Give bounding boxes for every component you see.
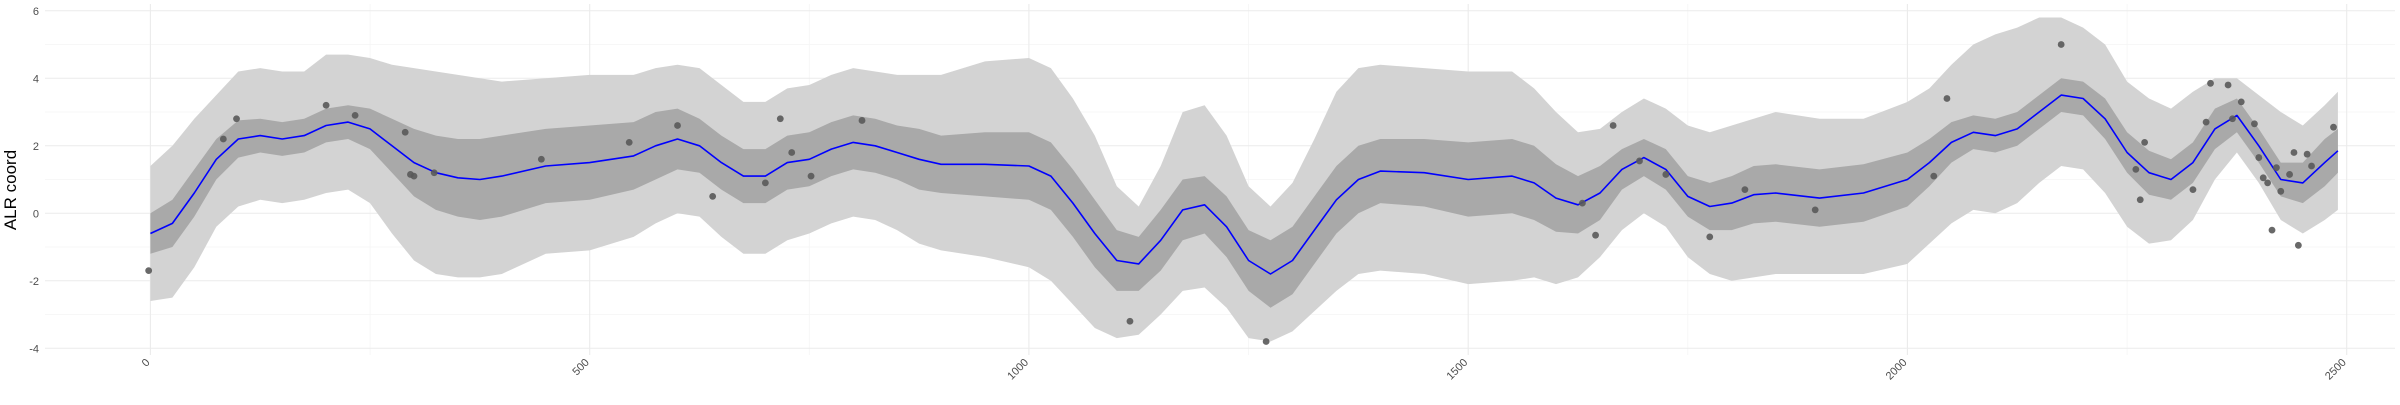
data-point — [2251, 120, 2258, 128]
data-point — [625, 138, 633, 146]
data-point — [2290, 149, 2298, 156]
data-point — [410, 172, 418, 180]
data-point — [2224, 81, 2232, 89]
data-point — [674, 122, 681, 129]
data-point — [858, 117, 866, 124]
data-point — [1943, 95, 1951, 102]
data-point — [2273, 164, 2280, 172]
data-point — [1126, 317, 1134, 325]
data-point — [1592, 231, 1599, 239]
data-point — [2286, 171, 2293, 178]
data-point — [2237, 98, 2245, 106]
y-tick-label: -2 — [29, 276, 39, 288]
data-point — [788, 149, 796, 156]
y-tick-label: 4 — [33, 73, 39, 85]
line-layer — [150, 94, 2339, 275]
data-point — [219, 135, 227, 143]
data-point — [2268, 226, 2276, 234]
data-point — [2264, 179, 2272, 187]
x-tick-label: 2000 — [1884, 357, 1910, 383]
data-point — [2141, 138, 2149, 146]
data-point — [2330, 123, 2337, 131]
data-point — [709, 192, 717, 200]
x-tick-label: 1500 — [1445, 357, 1471, 383]
data-point — [351, 111, 359, 119]
data-point — [1578, 199, 1586, 207]
data-point — [322, 101, 330, 109]
data-point — [2207, 79, 2214, 87]
data-point — [233, 115, 240, 123]
data-point — [2308, 162, 2315, 170]
data-point — [145, 267, 153, 275]
band-layer — [150, 17, 2338, 342]
outer-credible-band — [150, 17, 2338, 342]
y-tick-label: 6 — [33, 6, 39, 18]
y-axis-title: ALR coord — [1, 150, 20, 230]
data-point — [1930, 172, 1938, 180]
data-point — [1741, 186, 1749, 194]
y-tick-label: -4 — [29, 343, 39, 355]
mean-line-series — [150, 94, 2339, 275]
data-point — [776, 115, 784, 123]
data-point — [2255, 154, 2263, 161]
inner-credible-band — [150, 78, 2338, 308]
data-point — [2277, 187, 2285, 195]
data-point — [2202, 118, 2210, 126]
data-point — [761, 179, 769, 187]
data-point — [1706, 233, 1714, 241]
point-layer — [145, 41, 2337, 345]
data-point — [1662, 171, 1670, 178]
data-point — [2136, 196, 2144, 204]
x-tick-label: 500 — [570, 357, 591, 378]
data-point — [1609, 122, 1617, 129]
data-point — [2132, 165, 2140, 173]
data-point — [401, 128, 409, 136]
x-tick-label: 0 — [140, 357, 153, 370]
data-point — [537, 155, 545, 163]
data-point — [1262, 338, 1270, 345]
data-point — [2189, 186, 2197, 194]
data-point — [2259, 174, 2267, 182]
data-point — [2229, 115, 2236, 123]
data-point — [1811, 206, 1819, 214]
data-point — [1636, 157, 1643, 165]
x-tick-label: 1000 — [1005, 357, 1031, 383]
y-tick-label: 2 — [33, 141, 39, 153]
data-point — [2057, 41, 2065, 48]
y-tick-label: 0 — [33, 208, 39, 220]
data-point — [430, 169, 438, 177]
data-point — [807, 172, 815, 180]
data-point — [2303, 150, 2311, 158]
data-point — [2294, 241, 2302, 249]
x-tick-label: 2500 — [2323, 357, 2349, 383]
